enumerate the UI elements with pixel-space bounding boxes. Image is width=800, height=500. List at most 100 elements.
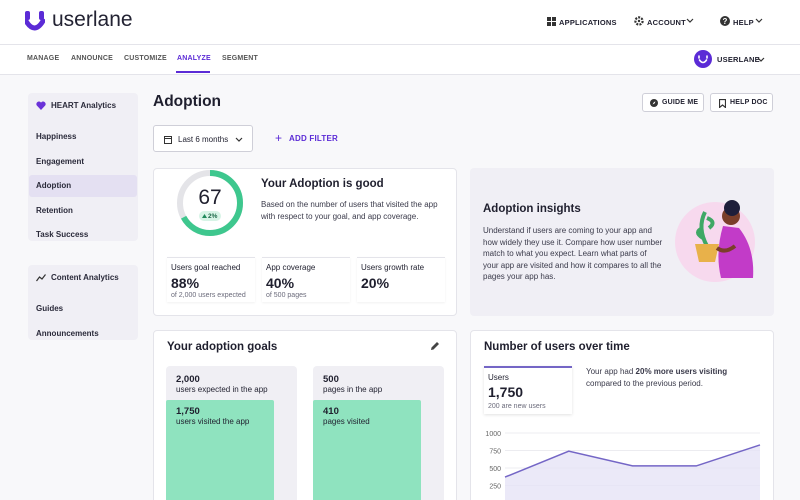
stat-value: 20%	[361, 275, 390, 291]
users-stat: Users 1,750 200 are new users	[484, 366, 572, 414]
text-bold: 20% more users visiting	[635, 367, 728, 376]
gear-icon	[634, 16, 644, 26]
calendar-icon	[164, 136, 172, 144]
y-tick-label: 250	[489, 484, 501, 491]
nav-tab[interactable]: MANAGE	[27, 55, 60, 62]
button-label: HELP DOC	[730, 99, 768, 106]
add-filter[interactable]: ADD FILTER	[289, 134, 338, 143]
apps-icon	[547, 17, 556, 26]
ring-progress	[177, 170, 243, 236]
stat-note: of 500 pages	[266, 292, 307, 299]
goal-total: 500	[323, 374, 339, 385]
group-icon	[36, 274, 46, 282]
goal-box: 2,000 users expected in the app 1,750 users…	[166, 366, 297, 500]
goal-actual: 410 pages visited	[313, 400, 421, 500]
goal-box: 500 pages in the app 410 pages visited	[313, 366, 444, 500]
goal-actual: 1,750 users visited the app	[166, 400, 274, 500]
y-tick-label: 750	[489, 449, 501, 456]
chevron	[755, 18, 763, 23]
sidebar-item[interactable]: Announcements	[36, 328, 99, 338]
chevron	[235, 137, 243, 142]
goal-total-label: users expected in the app	[176, 385, 268, 394]
menu-item[interactable]: ACCOUNT	[647, 18, 686, 27]
summary-title: Your Adoption is good	[261, 178, 384, 190]
up-arrow	[202, 214, 207, 218]
sidebar-item[interactable]: Happiness	[36, 132, 77, 141]
users-chart: 1000 750 500 250	[485, 431, 761, 500]
text: compared to the previous period.	[586, 378, 703, 388]
menu-item[interactable]: APPLICATIONS	[559, 18, 617, 27]
nav-tab[interactable]: SEGMENT	[222, 55, 259, 62]
users-text: Your app had 20% more users visiting com…	[586, 366, 746, 389]
stat-value: 1,750	[488, 384, 524, 400]
stat-label: Users	[488, 373, 509, 382]
active-item-bg	[29, 175, 137, 197]
nav-tab[interactable]: ANNOUNCE	[71, 55, 114, 62]
group-icon	[36, 101, 46, 110]
summary-card: 67 2% Your Adoption is good Based on the…	[153, 168, 457, 316]
stat-note: of 2,000 users expected	[171, 292, 246, 299]
stat-label: Users growth rate	[361, 263, 425, 272]
goals-card: Your adoption goals 2,000 users expected …	[153, 330, 457, 500]
date-filter[interactable]: Last 6 months	[153, 125, 253, 152]
area	[505, 444, 760, 500]
group-title: HEART Analytics	[51, 101, 117, 110]
stat-label: Users goal reached	[171, 263, 241, 272]
stat-label: App coverage	[266, 263, 316, 272]
chevron	[757, 57, 765, 62]
sidebar-group: HEART Analytics Happiness Engagement Adopti…	[28, 93, 138, 241]
goal-actual-label: pages visited	[323, 417, 370, 426]
insights-text: Understand if users are coming to your a…	[483, 226, 663, 281]
compass-icon	[650, 99, 658, 107]
y-tick-label: 1000	[485, 431, 501, 438]
stat-note: 200 are new users	[488, 403, 546, 410]
line	[504, 444, 761, 478]
change-badge: 2%	[199, 211, 221, 221]
filter-label: Last 6 months	[178, 135, 229, 144]
button-label: GUIDE ME	[662, 99, 699, 106]
bookmark-icon	[719, 99, 726, 108]
chevron	[686, 18, 694, 23]
change: 2%	[208, 212, 218, 220]
logo-icon	[25, 11, 45, 31]
page-title: Adoption	[153, 93, 222, 110]
nav-bar: USERLANE MANAGE ANNOUNCE CUSTOMIZE ANALYZE S…	[0, 45, 800, 75]
score: 67	[198, 186, 222, 209]
help-doc-button[interactable]: HELP DOC	[710, 93, 773, 112]
active-underline	[176, 71, 210, 73]
sidebar-group: Content Analytics Guides Announcements	[28, 265, 138, 340]
stat-value: 40%	[266, 275, 295, 291]
text: Your app had	[586, 367, 634, 376]
logo-text: userlane	[52, 8, 133, 31]
nav-tab[interactable]: ANALYZE	[177, 55, 211, 62]
plus-icon: +	[275, 131, 283, 145]
nav-tab[interactable]: CUSTOMIZE	[124, 55, 167, 62]
sidebar-item[interactable]: Task Success	[36, 230, 89, 239]
avatar	[694, 50, 712, 68]
stat-box: App coverage 40% of 500 pages	[262, 257, 350, 302]
goal-actual-value: 410	[323, 406, 339, 417]
stat-box: Users growth rate 20%	[357, 257, 445, 302]
stat-box: Users goal reached 88% of 2,000 users expe…	[167, 257, 255, 302]
guide-button[interactable]: GUIDE ME	[642, 93, 704, 112]
goal-total: 2,000	[176, 374, 200, 385]
score-ring	[177, 170, 243, 236]
svg-text:?: ?	[723, 17, 728, 26]
sidebar-item[interactable]: Retention	[36, 205, 73, 215]
goals-title: Your adoption goals	[167, 341, 278, 353]
stat-value: 88%	[171, 275, 200, 291]
sidebar-item[interactable]: Adoption	[36, 181, 72, 190]
insights-title: Adoption insights	[483, 203, 581, 215]
goal-actual-label: users visited the app	[176, 417, 250, 426]
users-title: Number of users over time	[484, 341, 630, 353]
group-title: Content Analytics	[51, 273, 119, 282]
sidebar-item[interactable]: Guides	[36, 304, 64, 313]
menu-item[interactable]: HELP	[733, 18, 754, 27]
edit-icon[interactable]	[430, 341, 440, 351]
insights-card: Adoption insights Understand if users ar…	[470, 168, 774, 316]
top-bar: userlane APPLICATIONS ACCOUNT ? HELP	[0, 0, 800, 45]
help-icon: ?	[720, 16, 730, 26]
goal-actual-value: 1,750	[176, 406, 200, 417]
sidebar-item[interactable]: Engagement	[36, 156, 85, 166]
account-name[interactable]: USERLANE	[717, 55, 760, 64]
